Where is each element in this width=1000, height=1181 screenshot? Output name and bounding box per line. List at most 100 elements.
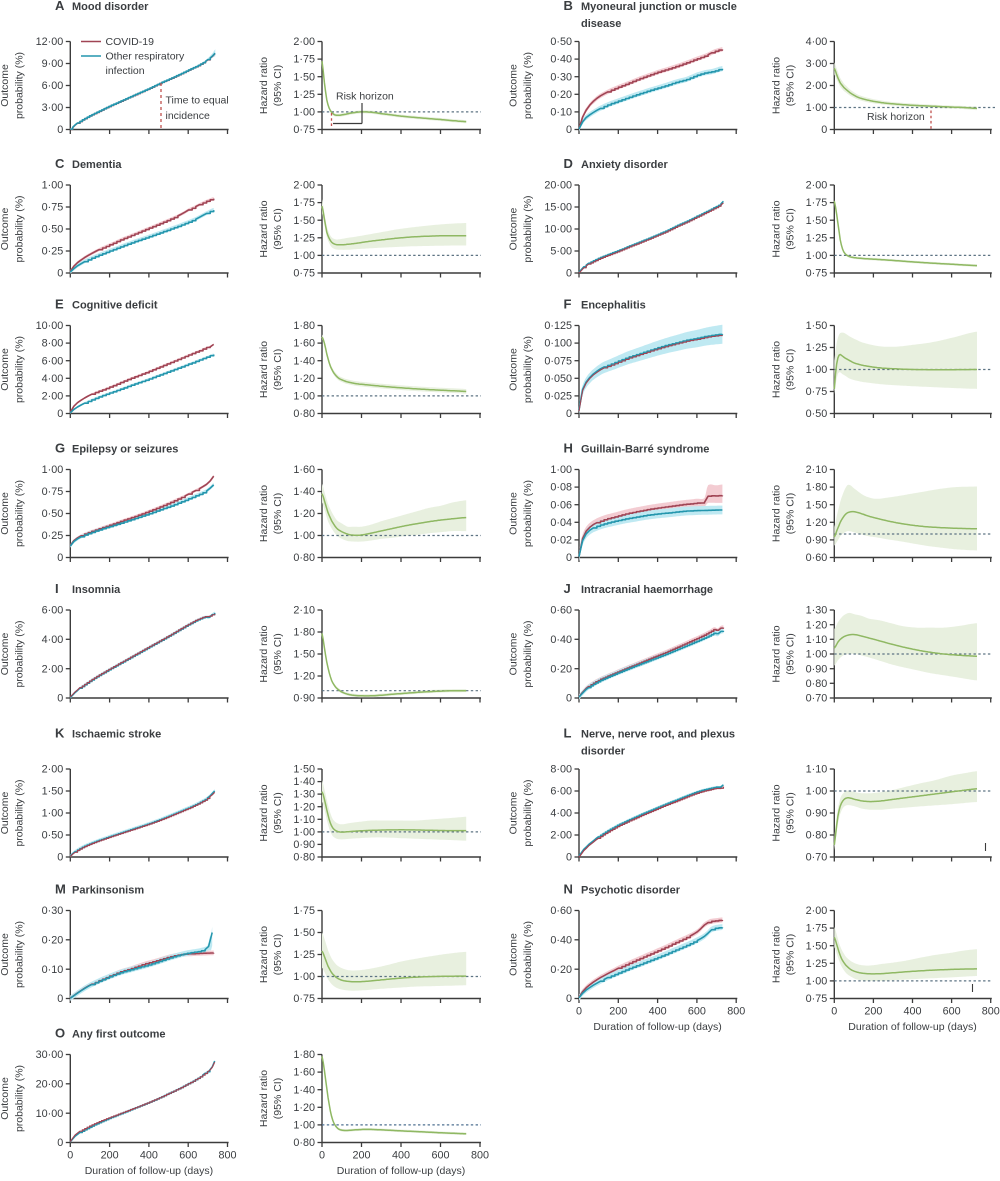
svg-text:Duration of follow-up (days): Duration of follow-up (days) [85,1165,213,1177]
svg-text:0·20: 0·20 [550,964,572,976]
svg-text:probability (%): probability (%) [13,779,25,846]
svg-text:1·25: 1·25 [293,89,315,101]
svg-text:Risk horizon: Risk horizon [867,111,925,123]
svg-text:G: G [55,441,65,456]
svg-text:probability (%): probability (%) [522,620,534,687]
svg-text:1·00: 1·00 [806,250,828,262]
svg-text:6·00: 6·00 [42,355,64,367]
svg-text:Outcome: Outcome [508,933,520,976]
svg-text:Outcome: Outcome [0,633,11,676]
svg-text:1·00: 1·00 [42,808,64,820]
svg-text:L: L [564,726,572,741]
svg-text:400: 400 [903,1006,921,1018]
svg-text:200: 200 [101,1150,119,1162]
svg-text:(95% CI): (95% CI) [784,65,796,106]
svg-text:1·50: 1·50 [293,927,315,939]
svg-text:400: 400 [649,1006,667,1018]
svg-text:0: 0 [57,693,63,705]
svg-text:0·75: 0·75 [806,993,828,1005]
svg-text:1·75: 1·75 [293,905,315,917]
svg-text:1·20: 1·20 [293,671,315,683]
svg-text:0·20: 0·20 [550,89,572,101]
svg-text:1·80: 1·80 [293,627,315,639]
svg-text:600: 600 [431,1150,449,1162]
svg-text:200: 200 [352,1150,370,1162]
svg-text:1·80: 1·80 [293,320,315,332]
svg-text:0·75: 0·75 [806,386,828,398]
svg-text:200: 200 [864,1006,882,1018]
svg-text:Outcome: Outcome [508,492,520,535]
svg-text:0·25: 0·25 [42,530,64,542]
svg-text:1·20: 1·20 [293,508,315,520]
svg-text:(95% CI): (95% CI) [784,208,796,249]
svg-text:0: 0 [566,693,572,705]
svg-text:20·00: 20·00 [36,1078,64,1090]
svg-text:K: K [55,726,65,741]
svg-text:0·90: 0·90 [293,839,315,851]
svg-text:10·00: 10·00 [36,320,64,332]
svg-text:1·40: 1·40 [293,776,315,788]
svg-text:0·60: 0·60 [806,552,828,564]
svg-text:0: 0 [57,852,63,864]
svg-text:0·70: 0·70 [806,693,828,705]
svg-text:0·10: 0·10 [550,107,572,119]
svg-text:15·00: 15·00 [544,202,572,214]
svg-text:0: 0 [57,552,63,564]
svg-text:Hazard ratio: Hazard ratio [770,57,782,114]
svg-text:Outcome: Outcome [508,633,520,676]
svg-text:0·75: 0·75 [42,202,64,214]
svg-text:1·30: 1·30 [293,789,315,801]
svg-text:0·80: 0·80 [293,408,315,420]
svg-text:1·00: 1·00 [293,1120,315,1132]
svg-text:0·050: 0·050 [544,373,572,385]
svg-text:Outcome: Outcome [508,348,520,391]
svg-text:probability (%): probability (%) [13,52,25,119]
svg-text:1·00: 1·00 [293,391,315,403]
svg-text:Hazard ratio: Hazard ratio [258,784,270,841]
svg-text:1·75: 1·75 [806,197,828,209]
svg-text:N: N [564,882,573,897]
svg-text:1·75: 1·75 [293,197,315,209]
svg-text:0·70: 0·70 [806,852,828,864]
svg-text:Any first outcome: Any first outcome [72,1029,166,1041]
svg-text:1·20: 1·20 [806,517,828,529]
svg-text:0: 0 [566,852,572,864]
svg-text:probability (%): probability (%) [13,336,25,403]
svg-text:Time to equal: Time to equal [166,95,229,107]
svg-text:0·75: 0·75 [293,268,315,280]
svg-text:Intracranial haemorrhage: Intracranial haemorrhage [581,584,713,596]
svg-text:O: O [55,1026,65,1041]
svg-text:1·10: 1·10 [293,814,315,826]
svg-text:1·00: 1·00 [550,464,572,476]
svg-text:1·50: 1·50 [806,940,828,952]
svg-text:800: 800 [727,1006,745,1018]
svg-text:0·40: 0·40 [550,934,572,946]
svg-text:Insomnia: Insomnia [72,584,121,596]
svg-text:4·00: 4·00 [550,808,572,820]
svg-text:0·80: 0·80 [293,552,315,564]
svg-text:D: D [564,156,573,171]
svg-text:Parkinsonism: Parkinsonism [72,885,144,897]
svg-text:Hazard ratio: Hazard ratio [258,57,270,114]
svg-text:1·00: 1·00 [293,827,315,839]
svg-text:30·00: 30·00 [36,1049,64,1061]
svg-text:disorder: disorder [581,746,626,758]
svg-text:Hazard ratio: Hazard ratio [770,341,782,398]
svg-text:0·075: 0·075 [544,355,572,367]
svg-text:600: 600 [688,1006,706,1018]
svg-text:0·40: 0·40 [550,54,572,66]
svg-text:0·20: 0·20 [42,934,64,946]
svg-text:0·30: 0·30 [550,71,572,83]
svg-text:2·00: 2·00 [42,663,64,675]
svg-text:0·90: 0·90 [806,535,828,547]
svg-text:C: C [55,156,65,171]
svg-text:1·60: 1·60 [293,338,315,350]
svg-text:(95% CI): (95% CI) [784,493,796,534]
svg-text:0: 0 [319,1150,325,1162]
svg-text:1·50: 1·50 [42,786,64,798]
svg-text:(95% CI): (95% CI) [272,208,284,249]
svg-text:3·00: 3·00 [42,102,64,114]
svg-text:400: 400 [140,1150,158,1162]
svg-text:10·00: 10·00 [544,224,572,236]
svg-text:(95% CI): (95% CI) [272,633,284,674]
